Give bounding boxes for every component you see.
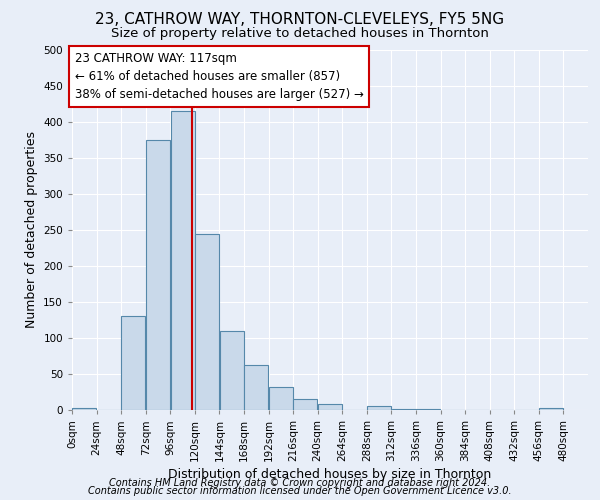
Bar [146, 140, 170, 410]
Bar [195, 234, 219, 410]
Bar [220, 331, 244, 410]
Bar [392, 408, 416, 410]
Text: Size of property relative to detached houses in Thornton: Size of property relative to detached ho… [111, 28, 489, 40]
Text: 23 CATHROW WAY: 117sqm
← 61% of detached houses are smaller (857)
38% of semi-de: 23 CATHROW WAY: 117sqm ← 61% of detached… [74, 52, 364, 101]
Text: Contains public sector information licensed under the Open Government Licence v3: Contains public sector information licen… [88, 486, 512, 496]
Bar [269, 387, 293, 410]
Bar [170, 111, 194, 410]
Bar [293, 399, 317, 410]
Text: Contains HM Land Registry data © Crown copyright and database right 2024.: Contains HM Land Registry data © Crown c… [109, 478, 491, 488]
Bar [318, 404, 342, 410]
Text: 23, CATHROW WAY, THORNTON-CLEVELEYS, FY5 5NG: 23, CATHROW WAY, THORNTON-CLEVELEYS, FY5… [95, 12, 505, 28]
Bar [121, 316, 145, 410]
Y-axis label: Number of detached properties: Number of detached properties [25, 132, 38, 328]
X-axis label: Distribution of detached houses by size in Thornton: Distribution of detached houses by size … [169, 468, 491, 481]
Bar [367, 406, 391, 410]
Bar [539, 408, 563, 410]
Bar [72, 408, 97, 410]
Bar [244, 364, 268, 410]
